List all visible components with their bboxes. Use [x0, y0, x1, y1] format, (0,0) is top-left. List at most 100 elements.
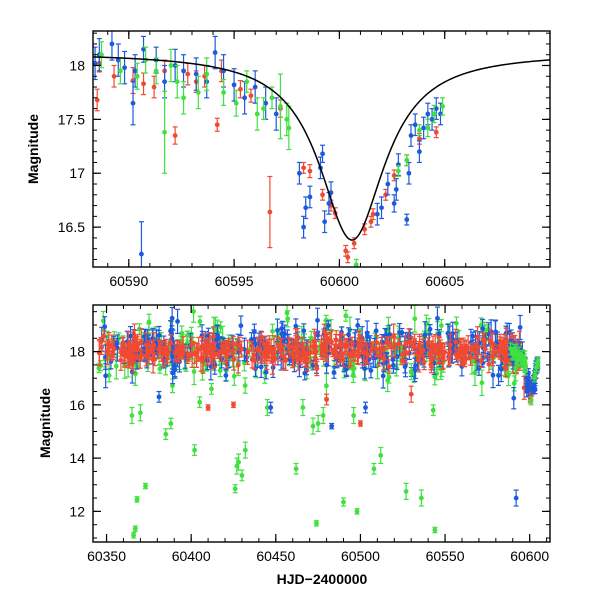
green-outlier-point — [142, 482, 148, 490]
green-outlier-point — [131, 532, 137, 539]
red-baseline-point — [425, 337, 431, 349]
y-tick-label: 14 — [69, 450, 85, 466]
red-baseline-point — [185, 345, 191, 364]
red-data-point — [301, 161, 307, 174]
red-baseline-point — [343, 339, 349, 355]
red-baseline-point — [314, 360, 320, 377]
red-baseline-point — [211, 343, 217, 354]
green-outlier-point — [242, 441, 248, 459]
green-data-point — [254, 97, 260, 131]
red-baseline-point — [180, 344, 186, 359]
bottom-x-axis-title: HJD−2400000 — [277, 571, 368, 587]
blue-data-point — [109, 31, 115, 61]
red-data-point — [345, 251, 351, 264]
red-baseline-point — [381, 347, 387, 371]
blue-baseline-point — [263, 364, 269, 380]
bottom-ticks — [93, 305, 550, 542]
green-data-point — [261, 97, 267, 120]
red-outlier-point — [357, 420, 363, 427]
green-baseline-point — [185, 330, 191, 341]
blue-outlier-point — [363, 401, 369, 414]
blue-data-point — [132, 54, 138, 88]
green-outlier-point — [208, 382, 214, 395]
green-data-point — [233, 89, 239, 117]
green-baseline-point — [284, 305, 290, 323]
x-tick-label: 60350 — [87, 548, 126, 564]
red-baseline-point — [125, 331, 131, 358]
red-baseline-point — [376, 343, 382, 367]
red-baseline-point — [373, 342, 379, 357]
green-baseline-point — [412, 305, 418, 333]
red-baseline-point — [453, 328, 459, 356]
red-data-point — [391, 169, 397, 182]
green-data-point — [221, 78, 227, 106]
red-baseline-point — [421, 354, 427, 371]
green-data-point — [204, 57, 210, 91]
red-data-point — [172, 126, 178, 145]
red-baseline-point — [230, 335, 236, 351]
blue-data-point — [374, 202, 380, 226]
green-data-point — [195, 75, 201, 110]
red-baseline-point — [463, 344, 469, 361]
red-baseline-point — [257, 338, 263, 364]
green-outlier-point — [134, 496, 140, 503]
red-baseline-point — [118, 349, 124, 371]
red-baseline-point — [411, 338, 417, 355]
green-outlier-point — [236, 453, 242, 471]
red-baseline-point — [223, 341, 229, 365]
blue-data-point — [130, 81, 136, 126]
red-baseline-point — [403, 335, 409, 354]
red-baseline-point — [478, 353, 484, 369]
green-data-point — [416, 124, 422, 137]
red-data-point — [368, 215, 374, 228]
green-outlier-point — [197, 396, 203, 409]
top-x-tick-labels: 60590 60595 60600 60605 — [109, 273, 464, 289]
green-outlier-point — [192, 444, 198, 457]
red-outlier-point — [324, 393, 330, 406]
x-tick-label: 60600 — [510, 548, 549, 564]
red-baseline-point — [493, 344, 499, 357]
blue-data-point — [273, 97, 279, 131]
blue-baseline-point — [238, 315, 244, 336]
red-outlier-point — [230, 401, 236, 409]
red-baseline-point — [249, 350, 255, 369]
green-event-point — [523, 358, 529, 376]
blue-data-point — [421, 116, 427, 140]
y-tick-label: 12 — [69, 503, 85, 519]
green-baseline-point — [242, 377, 248, 394]
green-data-point — [162, 90, 168, 174]
red-baseline-point — [364, 344, 370, 365]
green-outlier-point — [378, 446, 384, 465]
blue-data-point — [303, 196, 309, 220]
red-baseline-point — [110, 346, 116, 361]
red-baseline-point — [101, 329, 107, 343]
blue-event-point — [532, 385, 538, 395]
model-light-curve — [93, 56, 550, 241]
green-outlier-point — [341, 497, 347, 507]
red-baseline-point — [386, 359, 392, 374]
green-data-point — [181, 81, 187, 115]
blue-data-point — [212, 35, 218, 70]
green-data-point — [134, 62, 140, 90]
blue-data-point — [408, 124, 414, 147]
red-data-point — [237, 79, 243, 99]
red-baseline-point — [300, 342, 306, 363]
red-baseline-point — [230, 345, 236, 361]
green-baseline-point — [146, 313, 152, 331]
red-baseline-point — [218, 344, 224, 358]
red-baseline-point — [168, 334, 174, 352]
red-baseline-point — [438, 339, 444, 352]
green-outlier-point — [354, 508, 360, 515]
red-baseline-point — [352, 349, 358, 362]
green-outlier-point — [351, 406, 357, 425]
red-baseline-point — [235, 356, 241, 374]
blue-baseline-point — [331, 365, 337, 379]
red-baseline-point — [275, 336, 281, 354]
green-event-point — [528, 396, 534, 406]
red-baseline-point — [286, 337, 292, 359]
red-baseline-point — [416, 340, 422, 355]
blue-baseline-point — [434, 306, 440, 331]
blue-baseline-point — [493, 319, 499, 345]
red-data-point — [141, 72, 147, 96]
green-baseline-point — [453, 316, 459, 331]
